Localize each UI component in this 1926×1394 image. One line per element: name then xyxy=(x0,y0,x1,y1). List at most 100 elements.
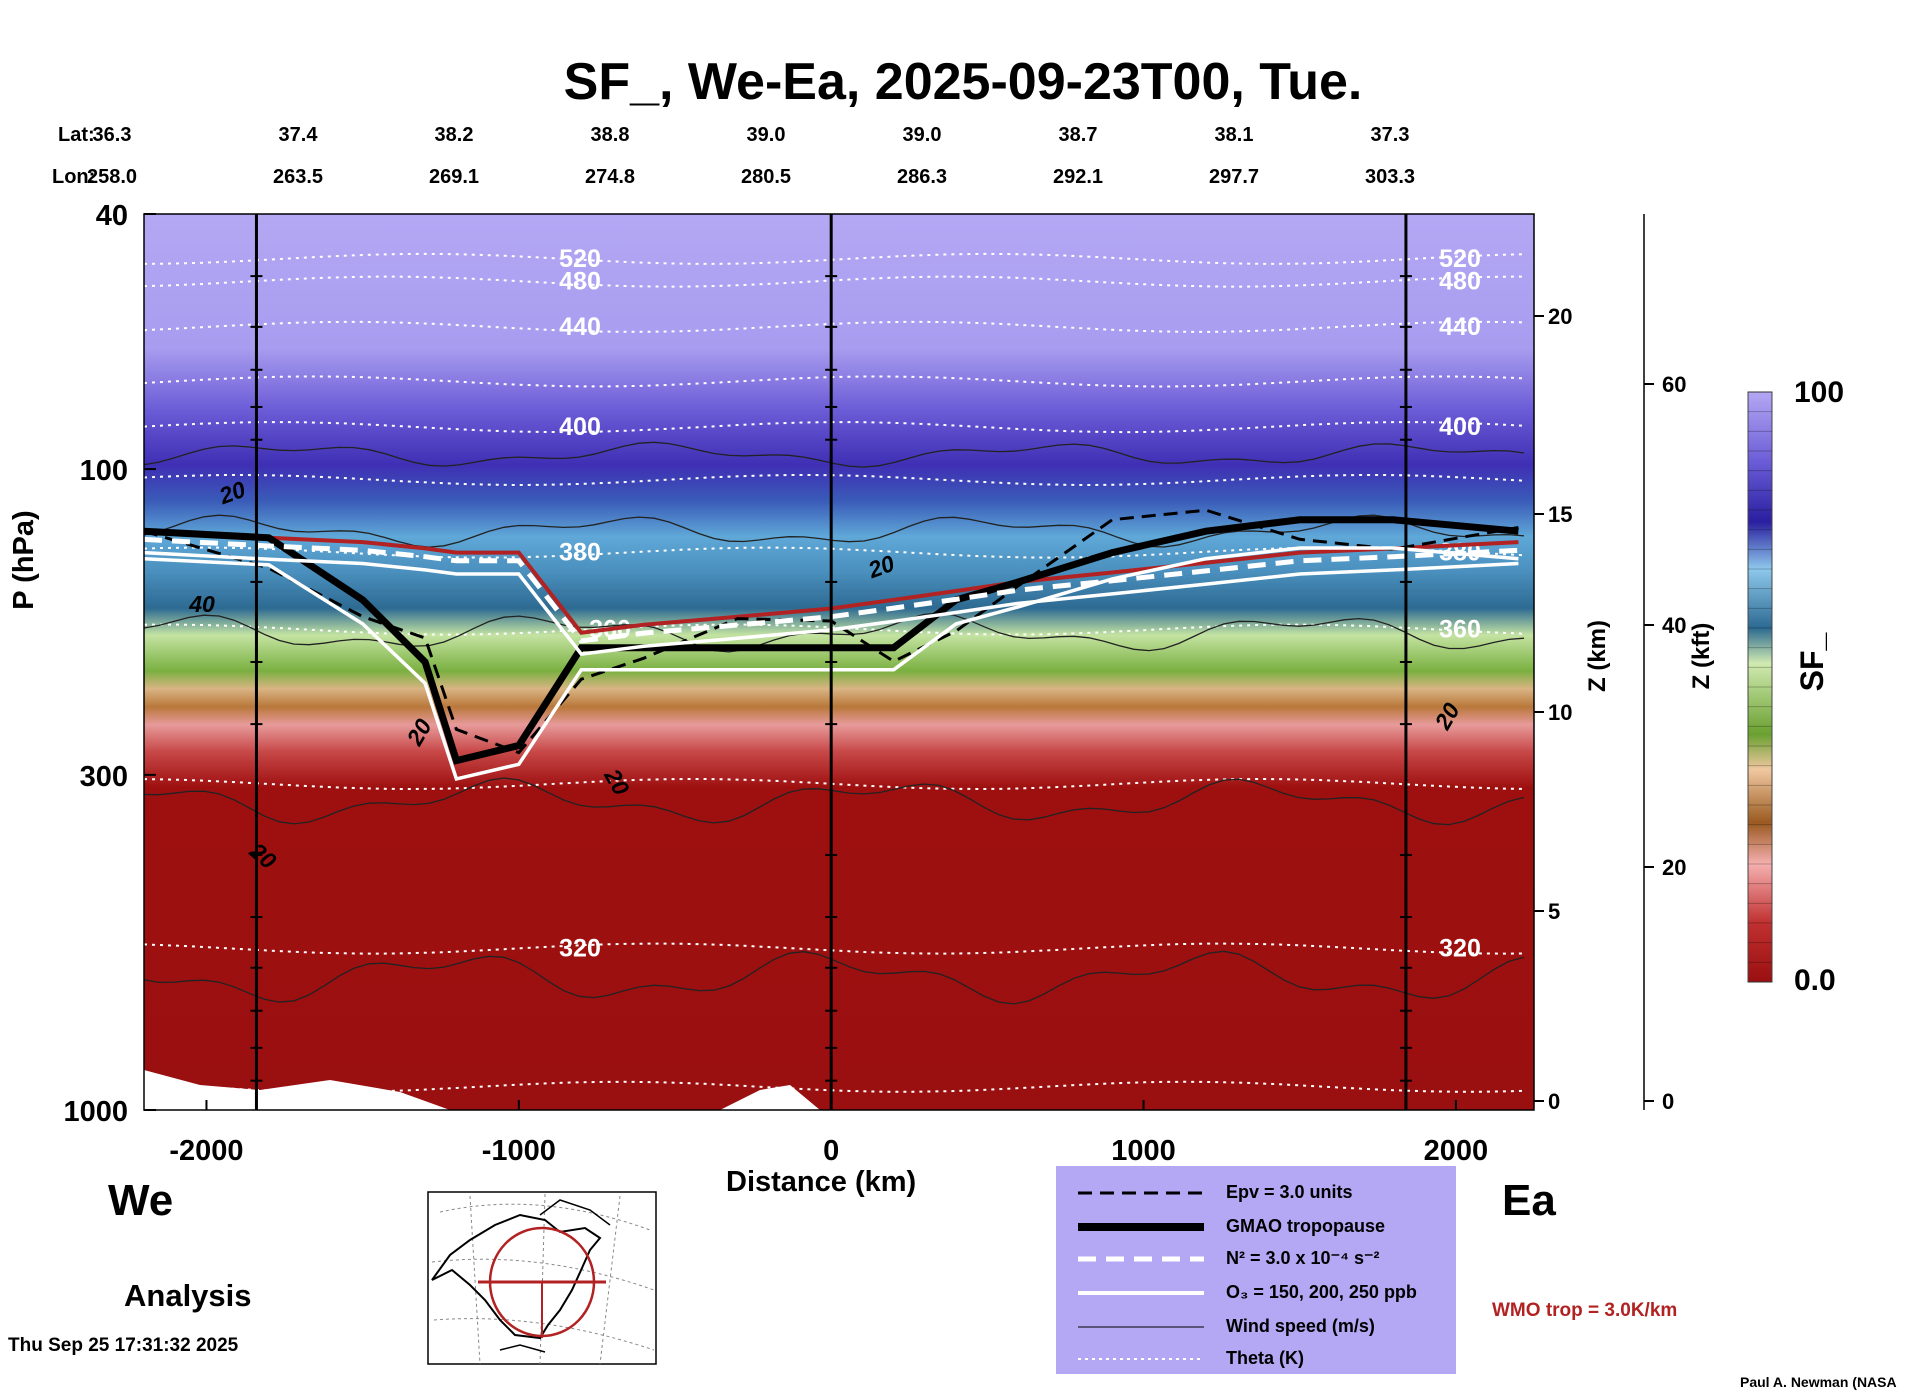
wind-label: 40 xyxy=(188,591,215,617)
lon-value: 263.5 xyxy=(272,166,324,188)
theta-label: 380 xyxy=(559,539,601,567)
lat-value: 39.0 xyxy=(902,124,942,146)
theta-label: 480 xyxy=(559,268,601,296)
lat-value: 38.7 xyxy=(1058,124,1098,146)
wind-contour xyxy=(144,514,1525,548)
plot-frame xyxy=(143,213,1535,1111)
lon-value: 303.3 xyxy=(1364,166,1416,188)
legend-label-theta: Theta (K) xyxy=(1226,1348,1304,1368)
theta-contour xyxy=(144,375,1525,388)
theta-contour xyxy=(144,252,1525,265)
axes: -2000 -1000 0 1000 2000 40 100 300 1000 0 5 10 15 20 0… xyxy=(63,200,1686,1167)
theta-label: 400 xyxy=(1439,413,1481,441)
wind-contour xyxy=(144,950,1525,1005)
theta-label: 520 xyxy=(1439,245,1481,273)
y-axis-title: P (hPa) xyxy=(8,510,40,610)
z-km-tick-label: 15 xyxy=(1548,502,1572,527)
lon-value: 269.1 xyxy=(428,166,480,188)
analysis-label: Analysis xyxy=(124,1278,252,1313)
ozone-line xyxy=(144,550,1519,656)
theta-contour xyxy=(144,320,1525,333)
x-tick-label: 2000 xyxy=(1424,1135,1489,1167)
x-tick-label: -1000 xyxy=(482,1135,556,1167)
legend-label-o3: O₃ = 150, 200, 250 ppb xyxy=(1226,1282,1417,1302)
theta-contour xyxy=(144,942,1525,955)
locator-map xyxy=(427,1191,657,1365)
terrain-mask xyxy=(144,1070,450,1110)
credit: Paul A. Newman (NASA xyxy=(1740,1374,1897,1390)
chart-title: SF_, We-Ea, 2025-09-23T00, Tue. xyxy=(563,53,1363,111)
wind-contour xyxy=(144,777,1525,826)
x-tick-label: 0 xyxy=(823,1135,839,1167)
n2-line xyxy=(144,536,1519,644)
colorbar-min: 0.0 xyxy=(1794,964,1836,997)
theta-label: 440 xyxy=(1439,313,1481,341)
theta-contour xyxy=(144,546,1525,559)
tropopause-lines xyxy=(144,508,1519,781)
theta-contour xyxy=(144,421,1525,434)
lat-value: 37.4 xyxy=(278,124,318,146)
legend-label-gmao: GMAO tropopause xyxy=(1226,1216,1386,1236)
theta-contour xyxy=(144,623,1525,636)
lon-value: 280.5 xyxy=(740,166,792,188)
lon-value: 286.3 xyxy=(896,166,948,188)
legend-box xyxy=(1056,1166,1456,1374)
lon-value: 258.0 xyxy=(86,166,138,188)
lat-value: 38.1 xyxy=(1214,124,1254,146)
z-kft-tick-label: 60 xyxy=(1662,372,1686,397)
legend-label-n2: N² = 3.0 x 10⁻⁴ s⁻² xyxy=(1226,1248,1380,1268)
theta-label: 320 xyxy=(559,935,601,963)
west-label: We xyxy=(108,1176,174,1225)
x-axis-title: Distance (km) xyxy=(726,1166,917,1198)
y2-axis-title: Z (km) xyxy=(1584,620,1611,692)
wind-contour xyxy=(144,612,1525,653)
z-km-tick-label: 5 xyxy=(1548,899,1560,924)
theta-contour xyxy=(144,1080,1525,1093)
y3-axis-title: Z (kft) xyxy=(1688,622,1715,690)
theta-label: 480 xyxy=(1439,268,1481,296)
y-tick-label: 100 xyxy=(80,455,128,487)
lon-label: Lon: xyxy=(52,166,96,188)
theta-label: 440 xyxy=(559,313,601,341)
z-kft-tick-label: 20 xyxy=(1662,855,1686,880)
lat-label: Lat: xyxy=(58,124,95,146)
legend-label-wind: Wind speed (m/s) xyxy=(1226,1316,1375,1336)
theta-label: 360 xyxy=(1439,616,1481,644)
lat-value: 37.3 xyxy=(1370,124,1410,146)
lon-value: 292.1 xyxy=(1052,166,1104,188)
wmo-tropopause-line xyxy=(144,529,1519,635)
z-kft-tick-label: 40 xyxy=(1662,613,1686,638)
legend-label-epv: Epv = 3.0 units xyxy=(1226,1182,1353,1202)
lon-value: 297.7 xyxy=(1208,166,1260,188)
wmo-note: WMO trop = 3.0K/km xyxy=(1492,1300,1678,1321)
terrain-mask-2 xyxy=(720,1085,820,1110)
z-km-tick-label: 10 xyxy=(1548,700,1572,725)
theta-contour xyxy=(144,777,1525,791)
timestamp: Thu Sep 25 17:31:32 2025 xyxy=(8,1335,239,1356)
gmao-tropopause-line xyxy=(144,516,1519,765)
east-label: Ea xyxy=(1502,1176,1556,1225)
z-km-tick-label: 0 xyxy=(1548,1089,1560,1114)
ozone-line xyxy=(144,546,1519,781)
colorbar-ticks xyxy=(1748,391,1772,983)
colorbar-label: SF_ xyxy=(1794,632,1830,692)
x-tick-label: 1000 xyxy=(1111,1135,1176,1167)
y-tick-label: 1000 xyxy=(63,1096,128,1128)
theta-contour xyxy=(144,275,1525,288)
lat-value: 39.0 xyxy=(746,124,786,146)
y-tick-label: 300 xyxy=(80,761,128,793)
lat-value: 36.3 xyxy=(92,124,132,146)
theta-label: 320 xyxy=(1439,935,1481,963)
z-kft-tick-label: 0 xyxy=(1662,1089,1674,1114)
theta-label: 400 xyxy=(559,413,601,441)
y-tick-label: 40 xyxy=(96,200,128,232)
colorbar xyxy=(1747,391,1773,983)
legend-swatches xyxy=(1078,1191,1204,1360)
lat-value: 38.8 xyxy=(590,124,630,146)
wind-contour xyxy=(144,441,1525,468)
lon-value: 274.8 xyxy=(584,166,636,188)
z-km-tick-label: 20 xyxy=(1548,304,1572,329)
